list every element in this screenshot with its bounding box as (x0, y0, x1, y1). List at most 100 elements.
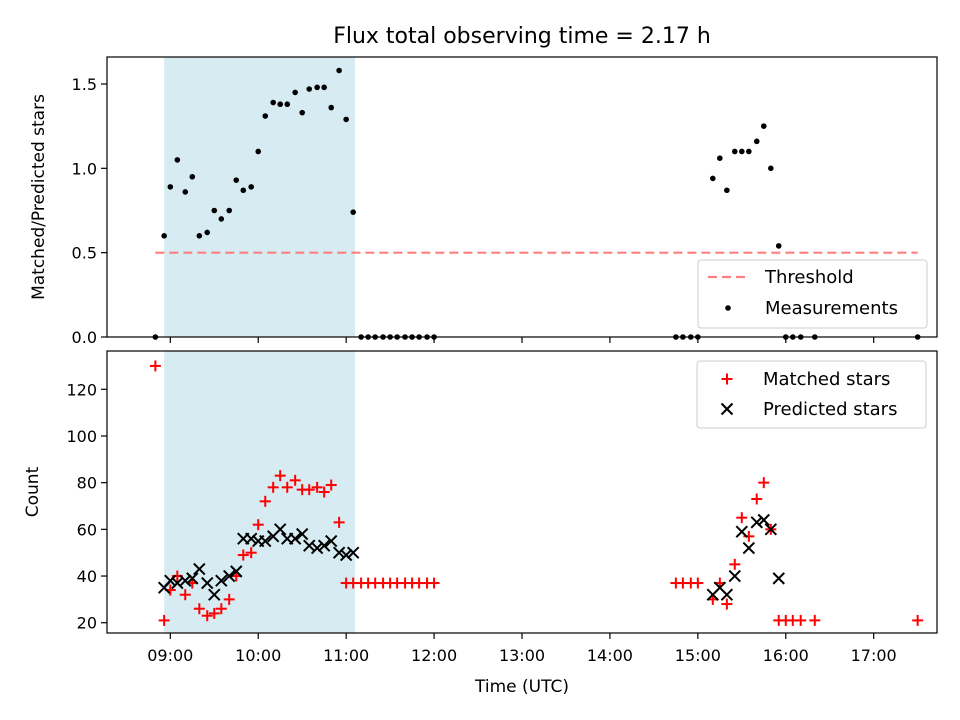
predicted-star-point (720, 588, 734, 601)
predicted-star-point (317, 539, 331, 552)
x-marker-b (720, 402, 734, 416)
matched-star-point (428, 577, 440, 589)
predicted-star-point (757, 513, 770, 527)
x-marker-b (171, 576, 184, 590)
ratio-y-axis-label: Matched/Predicted stars (29, 94, 49, 300)
predicted-star-point (230, 565, 243, 578)
measurement-point (314, 84, 320, 91)
matched-star-point (311, 481, 323, 493)
x-marker-b (230, 565, 243, 578)
measurement-point (196, 232, 203, 239)
ratio-y-ticks: 0.0 0.5 1.0 1.5 (72, 75, 107, 347)
legend-plus-marker (721, 373, 733, 385)
x-marker-b (772, 572, 785, 585)
x-marker-b (274, 523, 287, 536)
x-marker-b (186, 572, 199, 585)
matched-star-point (743, 530, 755, 542)
x-tick-label: 10:00 (235, 646, 281, 665)
y-tick-label: 1.5 (72, 75, 97, 94)
predicted-star-point (259, 534, 272, 548)
predicted-star-point (164, 574, 177, 587)
x-marker-b (742, 541, 756, 555)
predicted-star-point (179, 574, 192, 587)
matched-star-point (692, 577, 704, 589)
predicted-star-point (215, 574, 228, 587)
measurement-point (255, 148, 262, 155)
matched-star-point (259, 495, 271, 507)
ratio-panel: 0.0 0.5 1.0 1.5 Matched/Predicted stars Thr… (29, 56, 938, 347)
predicted-star-point (171, 576, 184, 590)
x-marker-b (735, 525, 749, 538)
x-marker-b (179, 574, 192, 587)
x-marker-b (259, 534, 272, 548)
measurement-point (321, 84, 327, 91)
count-panel: 20 40 60 80 100 120 09:00 10:00 11:00 12:00 13:00… (23, 350, 938, 665)
measurement-point (739, 148, 745, 155)
predicted-star-point (201, 576, 214, 590)
x-tick-label: 11:00 (323, 646, 369, 665)
x-marker-b (728, 569, 741, 583)
matched-star-point (158, 614, 170, 626)
matched-star-point (215, 603, 227, 615)
measurement-point (167, 184, 174, 190)
measurement-point (731, 148, 738, 155)
ratio-legend-box (697, 259, 928, 329)
measurement-point (336, 67, 342, 74)
y-tick-label: 60 (77, 520, 97, 539)
matched-star-point (179, 589, 191, 601)
predicted-star-point (742, 541, 756, 555)
measurement-point (709, 175, 716, 182)
matched-star-point (237, 549, 249, 561)
predicted-star-point (332, 546, 346, 559)
x-marker-b (223, 569, 236, 583)
x-marker-b (317, 539, 331, 552)
matched-star-point (245, 547, 257, 559)
measurement-point (174, 157, 181, 163)
x-tick-label: 14:00 (587, 646, 633, 665)
x-marker-b (201, 576, 214, 590)
legend-predicted-swatch (720, 402, 734, 416)
predicted-star-point (750, 516, 763, 529)
x-marker-b (324, 534, 338, 548)
measurement-point (182, 189, 189, 195)
count-legend-box (696, 360, 927, 429)
measurement-point (284, 101, 291, 108)
matched-star-point (274, 470, 286, 482)
matched-star-point (252, 519, 264, 531)
predicted-star-point (728, 569, 741, 583)
matched-star-point (223, 593, 235, 605)
matched-star-point (333, 516, 345, 528)
measurement-point (226, 207, 233, 214)
measurement-point (211, 207, 218, 214)
predicted-star-point (193, 562, 206, 576)
matched-star-point (289, 474, 301, 486)
x-tick-label: 09:00 (147, 646, 193, 665)
x-marker-b (750, 516, 763, 529)
measurement-point (262, 113, 269, 119)
count-y-axis-label: Count (23, 466, 43, 517)
matched-star-point (729, 558, 741, 570)
measurement-point (270, 99, 276, 106)
matched-star-point (149, 360, 161, 372)
measurement-point (350, 209, 356, 215)
measurement-point (768, 165, 774, 172)
count-legend: Matched stars Predicted stars (696, 360, 927, 429)
y-tick-label: 20 (77, 614, 97, 633)
x-marker-b (764, 523, 778, 536)
x-marker-b (193, 562, 206, 576)
legend-threshold-label: Threshold (764, 267, 854, 288)
y-tick-label: 0.5 (72, 244, 97, 263)
chart-title: Flux total observing time = 2.17 h (333, 24, 711, 49)
y-tick-label: 0.0 (72, 328, 97, 347)
predicted-star-point (288, 532, 302, 545)
measurement-point (753, 138, 760, 145)
measurement-point (161, 232, 167, 239)
measurement-point (248, 184, 254, 190)
predicted-star-point (339, 548, 353, 562)
predicted-star-point (274, 523, 287, 536)
legend-measurements-label: Measurements (765, 298, 898, 319)
predicted-star-point (295, 527, 309, 541)
x-marker-b (310, 541, 324, 555)
x-marker-b (208, 588, 221, 601)
x-marker-b (215, 574, 228, 587)
